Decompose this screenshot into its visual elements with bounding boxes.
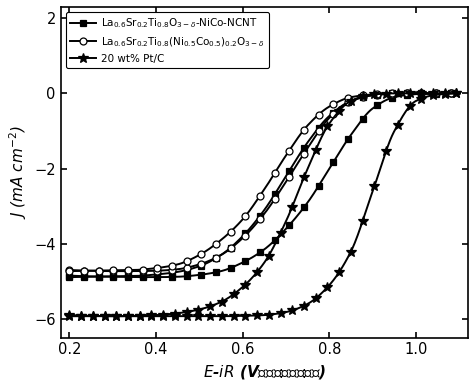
- Legend: La$_{0.6}$Sr$_{0.2}$Ti$_{0.8}$O$_{3-\delta}$-NiCo-NCNT, La$_{0.6}$Sr$_{0.2}$Ti$_: La$_{0.6}$Sr$_{0.2}$Ti$_{0.8}$O$_{3-\del…: [66, 12, 268, 68]
- X-axis label: $E$-$iR$ (V，相对可逆氢电极): $E$-$iR$ (V，相对可逆氢电极): [203, 363, 326, 381]
- Y-axis label: $J$ (mA cm$^{-2}$): $J$ (mA cm$^{-2}$): [7, 125, 28, 219]
